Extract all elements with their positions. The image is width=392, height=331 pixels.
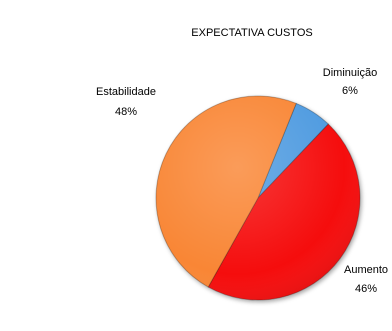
slice-percent-diminuicao: 6% — [342, 85, 358, 97]
slice-name-diminuicao: Diminuição — [323, 67, 377, 79]
slice-label-aumento: Aumento 46% — [344, 264, 388, 295]
slice-percent-aumento: 46% — [355, 283, 377, 295]
slice-name-estabilidade: Estabilidade — [96, 86, 156, 98]
chart-title: EXPECTATIVA CUSTOS — [191, 27, 312, 39]
pie-shading — [156, 96, 360, 300]
slice-label-estabilidade: Estabilidade 48% — [96, 86, 156, 118]
slice-percent-estabilidade: 48% — [115, 106, 137, 118]
slice-label-diminuicao: Diminuição 6% — [323, 67, 377, 97]
slice-name-aumento: Aumento — [344, 264, 388, 276]
